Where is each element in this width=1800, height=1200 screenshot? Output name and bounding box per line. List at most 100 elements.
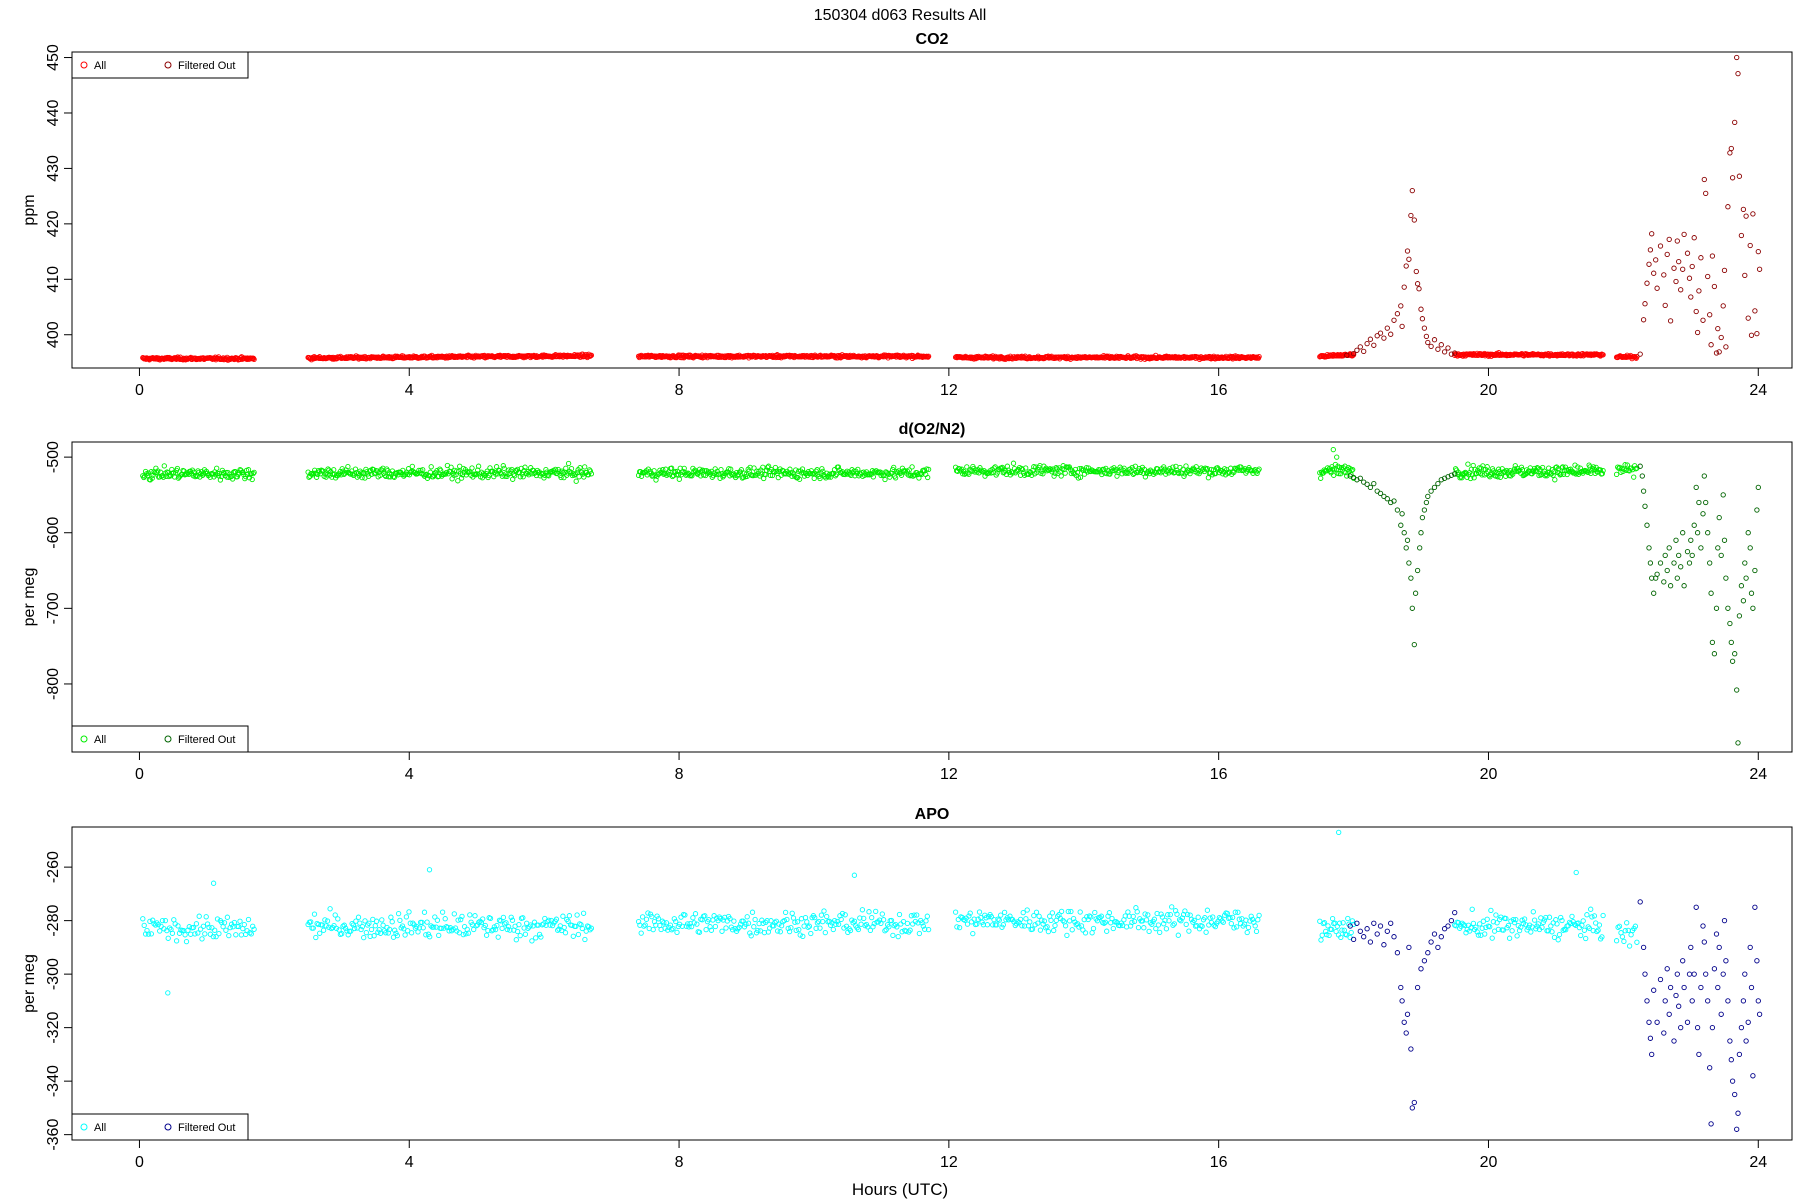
point-all (409, 463, 415, 470)
point-all (1031, 912, 1037, 919)
point-all (668, 465, 675, 471)
y-tick-label: 450 (45, 44, 62, 71)
point-filtered-out (1398, 522, 1404, 528)
point-all (424, 919, 430, 925)
point-filtered-out (1417, 545, 1423, 551)
point-all (587, 927, 593, 933)
point-filtered-out (1691, 235, 1697, 241)
point-all (430, 924, 437, 930)
point-filtered-out (1700, 317, 1706, 323)
point-all (988, 470, 994, 476)
point-all (412, 925, 419, 931)
point-all (1135, 924, 1142, 931)
point-all (821, 908, 827, 914)
point-filtered-out (1388, 920, 1394, 926)
point-filtered-out (1394, 950, 1401, 956)
point-all (850, 920, 856, 926)
point-all (643, 916, 650, 922)
point-filtered-out (1401, 1019, 1407, 1025)
point-filtered-out (1723, 575, 1729, 581)
point-all (517, 932, 523, 939)
point-all (1559, 917, 1565, 924)
point-filtered-out (1754, 958, 1760, 964)
point-all (160, 474, 167, 480)
point-filtered-out (1676, 258, 1682, 265)
point-all (1117, 922, 1123, 929)
point-all (907, 927, 913, 933)
point-all (1584, 912, 1590, 918)
point-all (563, 465, 569, 471)
point-filtered-out (1709, 639, 1716, 646)
point-all (546, 917, 552, 923)
point-all (1455, 919, 1462, 926)
point-all (1581, 927, 1588, 933)
point-all (522, 464, 528, 470)
point-filtered-out (1748, 590, 1755, 596)
point-all (968, 919, 975, 925)
point-all (1632, 923, 1639, 929)
point-all (894, 924, 900, 930)
point-all (789, 910, 795, 916)
point-all (348, 471, 354, 477)
point-filtered-out (1371, 480, 1377, 487)
point-all (811, 475, 817, 482)
point-all (688, 472, 694, 478)
point-filtered-out (1686, 275, 1693, 281)
point-all (1320, 920, 1326, 927)
point-all (759, 471, 765, 477)
point-all (1321, 920, 1328, 926)
point-all (1484, 916, 1490, 922)
point-all (1500, 927, 1507, 933)
point-all (565, 918, 571, 924)
point-all (1318, 475, 1324, 481)
point-filtered-out (1398, 303, 1404, 309)
point-all (149, 475, 155, 481)
point-all (883, 926, 889, 933)
point-all (501, 465, 507, 472)
y-tick-label: 400 (45, 321, 62, 348)
point-all (438, 467, 444, 474)
point-all (1228, 920, 1234, 927)
point-all (1469, 906, 1475, 912)
point-all (752, 916, 758, 923)
point-all (1596, 922, 1603, 928)
point-all (692, 911, 699, 917)
point-all (1326, 932, 1332, 939)
point-all (355, 914, 362, 920)
point-all (764, 918, 770, 924)
point-filtered-out (1742, 971, 1748, 977)
point-all (1562, 464, 1569, 470)
point-all (1159, 914, 1166, 920)
point-filtered-out (1674, 575, 1680, 581)
point-all (1248, 913, 1254, 919)
point-filtered-out (1729, 175, 1736, 181)
point-all (806, 923, 813, 929)
point-all (702, 913, 708, 919)
legend-label-filtered-out: Filtered Out (178, 734, 235, 746)
point-all (145, 470, 152, 476)
point-all (1483, 924, 1489, 931)
point-all (694, 921, 700, 927)
point-all (1052, 922, 1058, 929)
point-all (898, 921, 904, 927)
point-all (1530, 909, 1536, 915)
point-all (333, 925, 340, 932)
y-tick-label: -500 (45, 441, 62, 473)
y-tick-label: -320 (45, 1012, 62, 1044)
point-all (1334, 923, 1340, 929)
point-all (1141, 925, 1147, 931)
point-all (835, 921, 842, 927)
point-filtered-out (1411, 641, 1417, 648)
point-all (651, 918, 658, 925)
point-filtered-out (1684, 1019, 1691, 1025)
point-all (1187, 912, 1193, 918)
point-all (474, 471, 480, 477)
point-all (1539, 924, 1545, 931)
point-all (865, 471, 872, 477)
point-all (216, 930, 222, 937)
point-all (1546, 914, 1553, 920)
legend-box (71, 51, 249, 79)
point-all (1158, 911, 1164, 917)
point-all (1149, 921, 1155, 927)
point-all (835, 464, 842, 470)
